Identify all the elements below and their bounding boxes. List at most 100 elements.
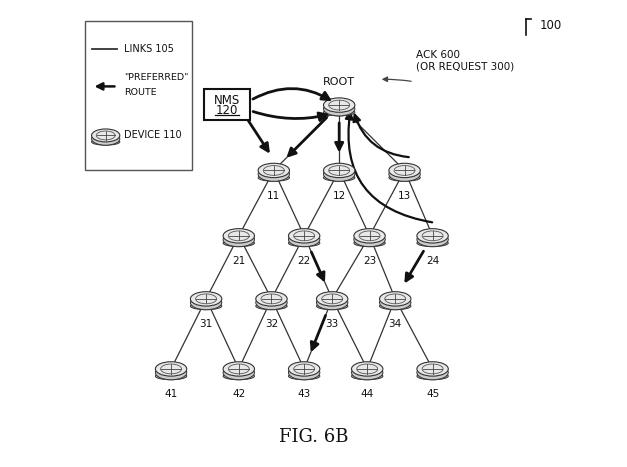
Ellipse shape xyxy=(223,373,255,380)
Text: 100: 100 xyxy=(540,19,562,32)
Ellipse shape xyxy=(293,231,315,241)
Ellipse shape xyxy=(417,229,448,243)
Ellipse shape xyxy=(288,240,320,247)
Ellipse shape xyxy=(191,292,222,306)
Ellipse shape xyxy=(329,165,350,175)
Ellipse shape xyxy=(256,295,287,310)
Ellipse shape xyxy=(288,362,320,376)
Ellipse shape xyxy=(324,109,355,116)
Ellipse shape xyxy=(317,303,348,310)
Ellipse shape xyxy=(359,231,380,241)
Ellipse shape xyxy=(293,364,315,374)
Text: 41: 41 xyxy=(164,389,177,399)
Ellipse shape xyxy=(379,303,411,310)
Text: 120: 120 xyxy=(216,104,238,117)
Ellipse shape xyxy=(191,303,222,310)
Ellipse shape xyxy=(354,232,385,247)
Ellipse shape xyxy=(256,303,287,310)
Text: 44: 44 xyxy=(361,389,374,399)
Ellipse shape xyxy=(92,132,120,145)
Ellipse shape xyxy=(288,232,320,247)
Text: 34: 34 xyxy=(389,319,402,329)
Ellipse shape xyxy=(324,163,355,177)
Text: NMS: NMS xyxy=(214,94,240,107)
Ellipse shape xyxy=(389,167,420,181)
Ellipse shape xyxy=(422,231,443,241)
Ellipse shape xyxy=(258,174,290,181)
Ellipse shape xyxy=(223,240,255,247)
Ellipse shape xyxy=(357,364,377,374)
Ellipse shape xyxy=(223,232,255,247)
Ellipse shape xyxy=(389,174,420,181)
Text: 21: 21 xyxy=(232,256,245,266)
Text: 12: 12 xyxy=(332,191,346,201)
Ellipse shape xyxy=(379,292,411,306)
Ellipse shape xyxy=(223,365,255,380)
Ellipse shape xyxy=(324,98,355,112)
Text: 45: 45 xyxy=(426,389,439,399)
Ellipse shape xyxy=(417,373,448,380)
Ellipse shape xyxy=(256,292,287,306)
Text: 42: 42 xyxy=(232,389,245,399)
Ellipse shape xyxy=(288,365,320,380)
Ellipse shape xyxy=(389,163,420,177)
Ellipse shape xyxy=(155,362,187,376)
Text: 22: 22 xyxy=(298,256,311,266)
Text: 24: 24 xyxy=(426,256,439,266)
Ellipse shape xyxy=(354,229,385,243)
Ellipse shape xyxy=(322,294,342,304)
Ellipse shape xyxy=(155,373,187,380)
Text: "PREFERRED": "PREFERRED" xyxy=(124,73,189,83)
Ellipse shape xyxy=(324,174,355,181)
Ellipse shape xyxy=(417,232,448,247)
Ellipse shape xyxy=(352,362,383,376)
Ellipse shape xyxy=(417,240,448,247)
Ellipse shape xyxy=(385,294,406,304)
Ellipse shape xyxy=(223,229,255,243)
Ellipse shape xyxy=(258,167,290,181)
Text: ROOT: ROOT xyxy=(323,78,355,87)
Ellipse shape xyxy=(196,294,216,304)
Ellipse shape xyxy=(329,100,350,110)
Ellipse shape xyxy=(97,131,115,140)
Text: ROUTE: ROUTE xyxy=(124,88,157,97)
Ellipse shape xyxy=(422,364,443,374)
Ellipse shape xyxy=(92,139,120,145)
Ellipse shape xyxy=(417,362,448,376)
Text: 43: 43 xyxy=(298,389,311,399)
Text: ACK 600
(OR REQUEST 300): ACK 600 (OR REQUEST 300) xyxy=(416,50,515,71)
Text: 31: 31 xyxy=(199,319,213,329)
Ellipse shape xyxy=(394,165,415,175)
Ellipse shape xyxy=(258,163,290,177)
Ellipse shape xyxy=(288,229,320,243)
Text: DEVICE 110: DEVICE 110 xyxy=(124,130,182,141)
FancyBboxPatch shape xyxy=(204,89,250,120)
Ellipse shape xyxy=(261,294,282,304)
Ellipse shape xyxy=(352,365,383,380)
Ellipse shape xyxy=(317,295,348,310)
Text: 13: 13 xyxy=(398,191,411,201)
Ellipse shape xyxy=(92,129,120,142)
Ellipse shape xyxy=(263,165,284,175)
Ellipse shape xyxy=(228,364,250,374)
Ellipse shape xyxy=(191,295,222,310)
Ellipse shape xyxy=(288,373,320,380)
Text: LINKS 105: LINKS 105 xyxy=(124,44,174,54)
Ellipse shape xyxy=(324,167,355,181)
Text: 32: 32 xyxy=(265,319,278,329)
Text: 11: 11 xyxy=(267,191,280,201)
Ellipse shape xyxy=(354,240,385,247)
Ellipse shape xyxy=(379,295,411,310)
FancyBboxPatch shape xyxy=(85,21,192,170)
Ellipse shape xyxy=(324,101,355,116)
Ellipse shape xyxy=(161,364,182,374)
Ellipse shape xyxy=(317,292,348,306)
Ellipse shape xyxy=(352,373,383,380)
Ellipse shape xyxy=(417,365,448,380)
Ellipse shape xyxy=(155,365,187,380)
Ellipse shape xyxy=(223,362,255,376)
Text: FIG. 6B: FIG. 6B xyxy=(279,428,348,446)
Text: 23: 23 xyxy=(363,256,376,266)
Ellipse shape xyxy=(228,231,250,241)
Text: 33: 33 xyxy=(325,319,339,329)
